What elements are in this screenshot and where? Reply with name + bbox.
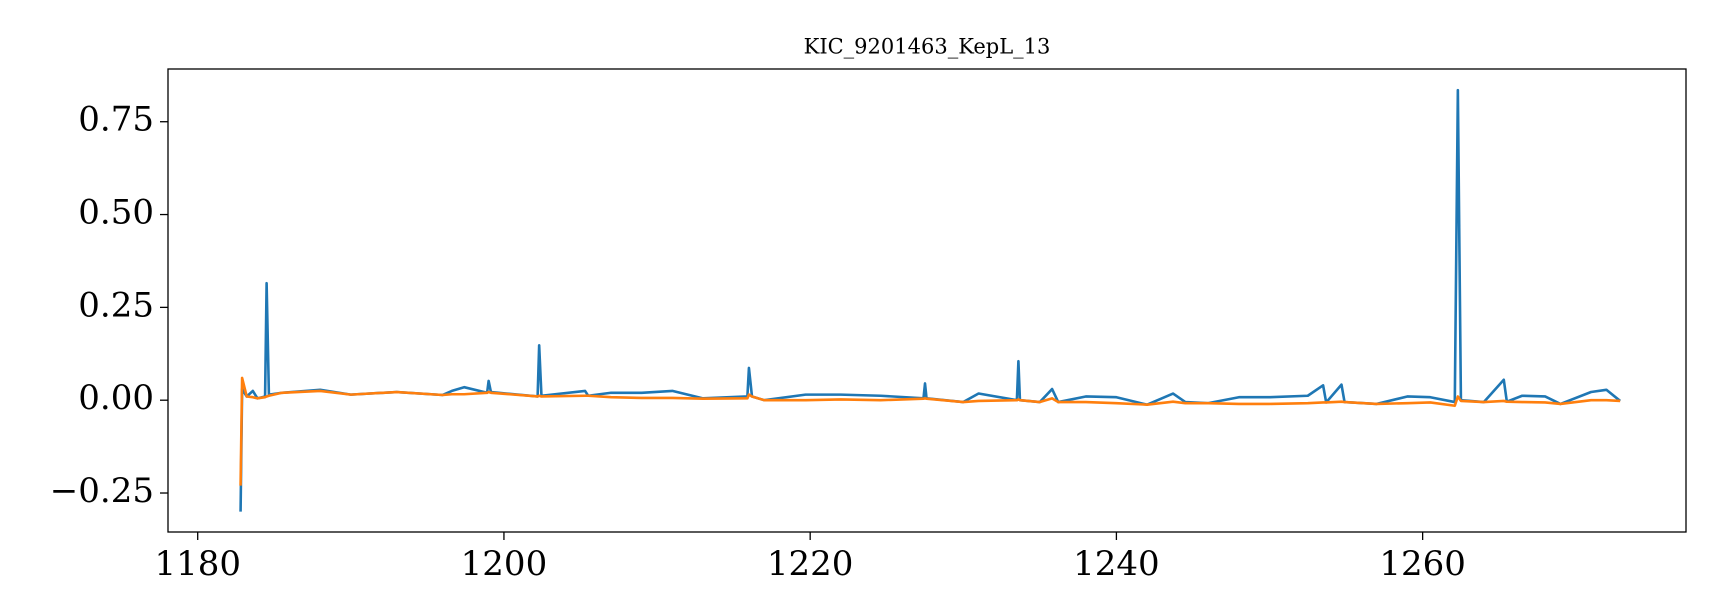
data-line [239,88,1621,512]
plot-frame [167,68,1687,533]
x-tick-label: 1220 [767,544,854,584]
y-tick-label: −0.25 [50,471,154,511]
y-tick-label: 0.00 [78,378,154,418]
y-tick-label: 0.25 [78,285,154,325]
chart-title: KIC_9201463_KepL_13 [804,35,1051,59]
y-tick-label: 0.50 [78,193,154,233]
data-line [239,376,1621,486]
x-tick-label: 1180 [154,544,241,584]
x-tick-label: 1260 [1379,544,1466,584]
x-tick-label: 1240 [1073,544,1160,584]
y-tick-label: 0.75 [78,100,154,140]
x-tick-label: 1200 [461,544,548,584]
